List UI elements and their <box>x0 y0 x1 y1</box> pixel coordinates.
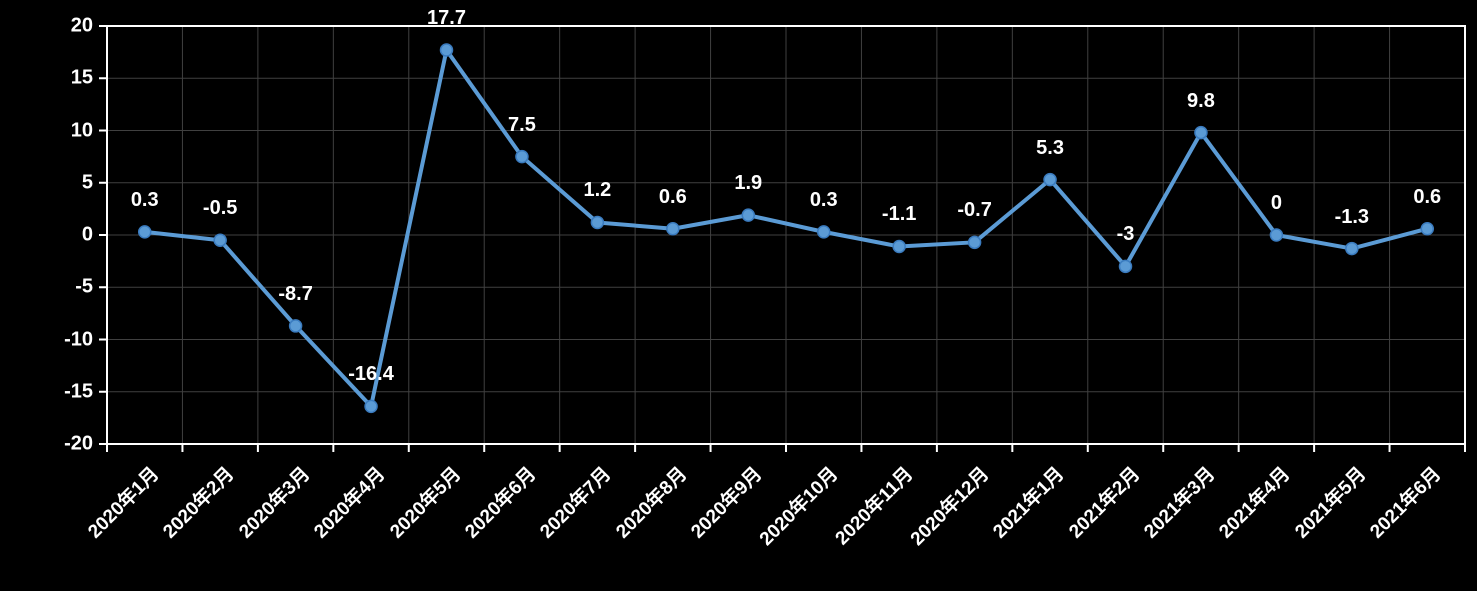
series-marker <box>742 209 754 221</box>
series-marker <box>969 236 981 248</box>
y-tick-label: -15 <box>64 380 93 403</box>
series-marker <box>591 216 603 228</box>
data-label: 9.8 <box>1187 90 1215 113</box>
series-marker <box>1270 229 1282 241</box>
data-label: 5.3 <box>1036 137 1064 160</box>
data-label: -16.4 <box>348 363 394 386</box>
y-tick-label: 10 <box>71 119 93 142</box>
y-tick-label: 20 <box>71 15 93 38</box>
data-label: -0.5 <box>203 197 237 220</box>
data-label: -1.3 <box>1335 206 1369 229</box>
data-label: 0.6 <box>1413 186 1441 209</box>
data-label: -8.7 <box>278 283 312 306</box>
data-label: -0.7 <box>957 199 991 222</box>
data-label: 1.9 <box>734 172 762 195</box>
data-label: 0.3 <box>131 189 159 212</box>
line-chart: -20-15-10-5051015202020年1月2020年2月2020年3月… <box>0 0 1477 591</box>
series-marker <box>214 234 226 246</box>
data-label: -1.1 <box>882 203 916 226</box>
series-marker <box>139 226 151 238</box>
series-marker <box>1044 174 1056 186</box>
data-label: -3 <box>1117 223 1135 246</box>
series-marker <box>1120 260 1132 272</box>
series-marker <box>290 320 302 332</box>
series-marker <box>1421 223 1433 235</box>
data-label: 0.3 <box>810 189 838 212</box>
y-tick-label: -5 <box>75 276 93 299</box>
series-marker <box>1346 243 1358 255</box>
series-marker <box>516 151 528 163</box>
data-label: 0 <box>1271 192 1282 215</box>
data-label: 0.6 <box>659 186 687 209</box>
y-tick-label: 0 <box>82 224 93 247</box>
series-marker <box>893 240 905 252</box>
data-label: 7.5 <box>508 114 536 137</box>
y-tick-label: 15 <box>71 67 93 90</box>
data-label: 17.7 <box>427 7 466 30</box>
y-tick-label: -10 <box>64 328 93 351</box>
y-tick-label: -20 <box>64 433 93 456</box>
data-label: 1.2 <box>583 179 611 202</box>
series-marker <box>818 226 830 238</box>
series-marker <box>441 44 453 56</box>
series-marker <box>1195 127 1207 139</box>
series-marker <box>365 400 377 412</box>
series-marker <box>667 223 679 235</box>
y-tick-label: 5 <box>82 171 93 194</box>
